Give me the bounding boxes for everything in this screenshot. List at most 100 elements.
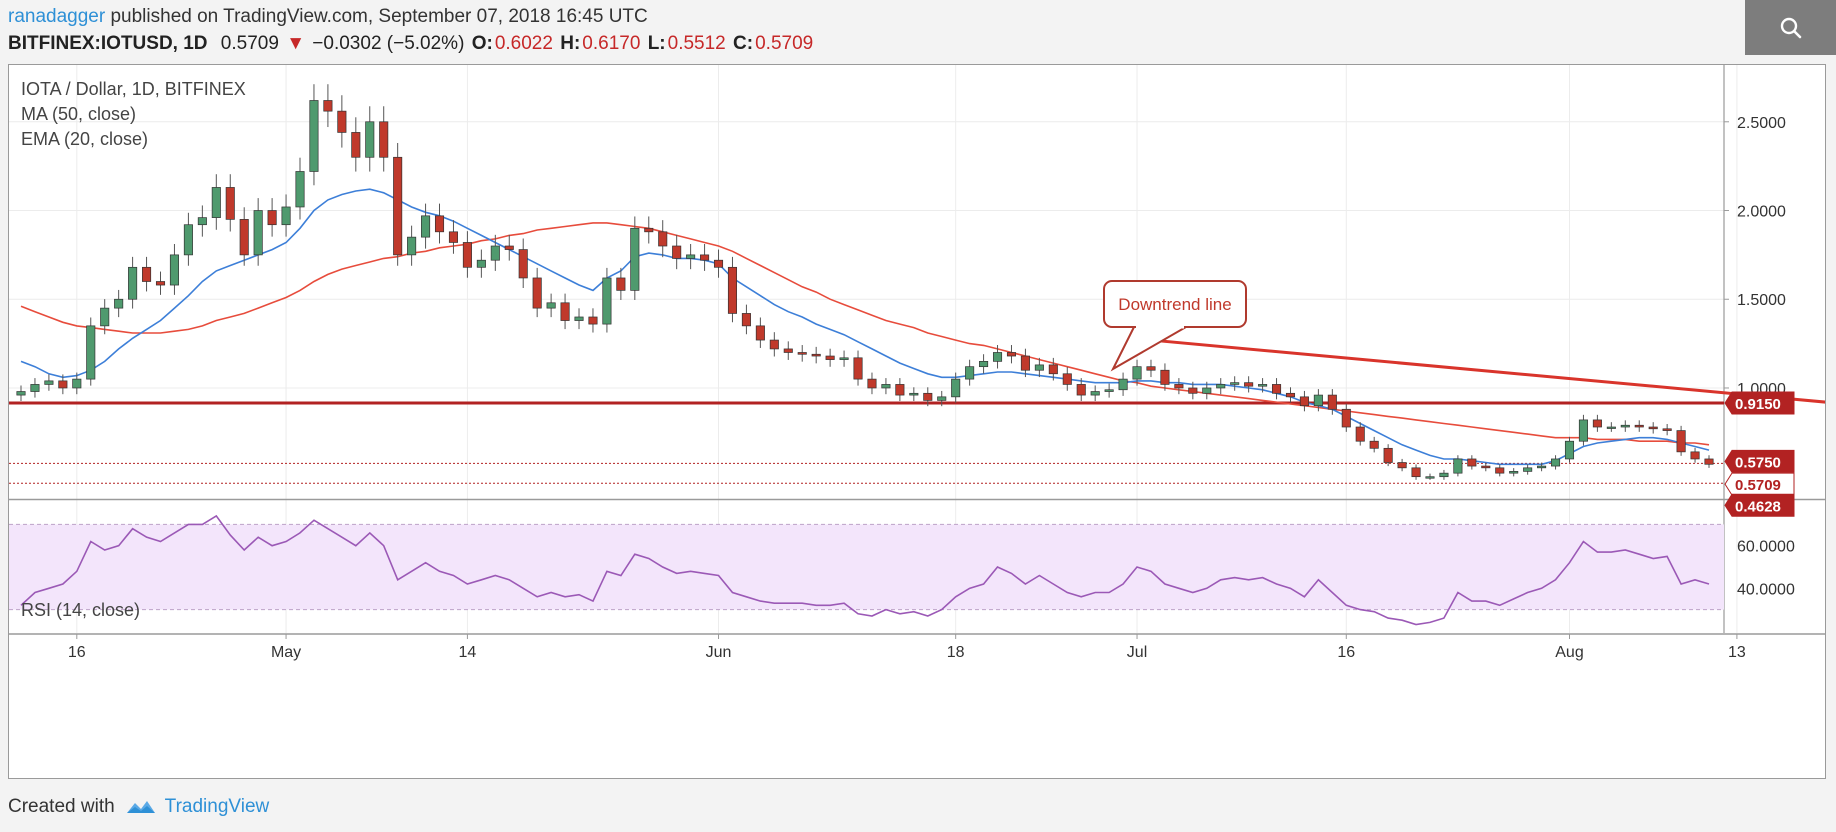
candle (337, 95, 347, 148)
candle (1495, 464, 1505, 477)
candle-body (1299, 396, 1309, 407)
candle (1662, 424, 1672, 436)
price-change: −0.0302 (−5.02%) (312, 33, 465, 54)
candle-body (1048, 364, 1058, 375)
candle-body (281, 206, 291, 226)
candle (965, 359, 975, 386)
candle-body (309, 100, 319, 172)
candle-body (797, 352, 807, 355)
publish-info: ranadagger published on TradingView.com,… (8, 4, 1708, 30)
footer: Created with TradingView (8, 792, 269, 822)
candle-body (1592, 419, 1602, 428)
candle-body (1453, 458, 1463, 474)
candle (1048, 357, 1058, 381)
callout-pointer (1110, 326, 1190, 372)
symbol-name: BITFINEX:IOTUSD, 1D (8, 33, 208, 54)
candle (1313, 389, 1323, 412)
candle (1020, 348, 1030, 378)
candle (1076, 378, 1086, 402)
candle (1411, 464, 1421, 480)
candle-body (909, 392, 919, 396)
candle (30, 378, 40, 398)
ema20-line (20, 188, 1710, 466)
candle-body (644, 227, 654, 233)
price-label: 0.5750 (1724, 449, 1795, 473)
candle-body (560, 302, 570, 321)
search-button[interactable] (1745, 0, 1836, 55)
candle-body (169, 254, 179, 286)
price-chart[interactable]: Downtrend line2.50002.00001.50001.000060… (9, 65, 1825, 778)
candle (1564, 436, 1575, 463)
candle (281, 194, 291, 237)
candle-body (1537, 465, 1547, 469)
candle (1537, 462, 1547, 472)
candle-body (1369, 440, 1379, 449)
candle-body (1076, 384, 1086, 396)
candle (658, 220, 668, 258)
candle-body (379, 121, 389, 158)
candle-body (811, 353, 821, 357)
time-tick-label: Aug (1555, 644, 1583, 661)
candle-body (1411, 467, 1421, 478)
candle-body (867, 378, 877, 389)
rsi-tick-label: 60.0000 (1737, 539, 1795, 556)
chart-panel[interactable]: Downtrend line 2.5000 2.0000 1.5000 1.0000 60… (8, 64, 1826, 779)
price-label-text: 0.4628 (1735, 498, 1781, 515)
candle (1523, 464, 1533, 475)
candle-body (532, 277, 542, 309)
candle-body (128, 266, 138, 300)
candle-body (1341, 408, 1351, 428)
candle-body (741, 313, 751, 327)
candle-body (1202, 387, 1212, 394)
candle (462, 231, 472, 278)
price-label-text: 0.9150 (1735, 396, 1781, 413)
candle-body (630, 227, 640, 291)
candle (295, 157, 305, 220)
candle-body (197, 217, 207, 226)
time-tick-label: Jun (706, 644, 732, 661)
candle-body (881, 384, 891, 389)
candle-body (1285, 392, 1296, 398)
candle-body (1439, 472, 1449, 478)
candle (211, 174, 221, 230)
candle-body (839, 357, 849, 360)
candle-body (686, 254, 696, 259)
rsi-tick-label: 40.0000 (1737, 581, 1795, 598)
candle (1355, 422, 1365, 446)
candle (267, 198, 277, 237)
time-tick-label: 18 (947, 644, 965, 661)
candle (1188, 381, 1198, 400)
candle (769, 332, 779, 357)
open-value: 0.6022 (494, 33, 553, 54)
candle-body (267, 210, 277, 226)
candle-body (72, 378, 82, 389)
candle-body (476, 259, 486, 268)
candle-body (672, 245, 682, 259)
candle (504, 234, 514, 261)
candle (86, 317, 96, 386)
candle-body (1230, 382, 1240, 385)
candle-body (602, 277, 612, 325)
candle (1285, 387, 1296, 403)
candle-body (211, 187, 221, 218)
candle (58, 374, 68, 395)
candle-body (546, 302, 556, 309)
tradingview-link[interactable]: TradingView (125, 796, 269, 818)
candle (1160, 363, 1170, 391)
legend-ema: EMA (20, close) (21, 129, 149, 149)
chart-legend: IOTA / Dollar, 1D, BITFINEX MA (50, clos… (21, 77, 246, 152)
candle (951, 372, 961, 403)
candle-body (407, 236, 417, 256)
last-price: 0.5709 (220, 33, 279, 54)
close-label: C: (733, 33, 754, 54)
created-with-text: Created with (8, 796, 115, 817)
price-label-box (1724, 391, 1795, 415)
candle-body (448, 231, 458, 243)
candle-body (1634, 424, 1644, 428)
candle (797, 345, 807, 362)
candle (239, 207, 249, 266)
candle-body (1606, 426, 1616, 429)
author-link[interactable]: ranadagger (8, 6, 106, 27)
candle-body (1509, 471, 1519, 474)
time-tick-label: May (271, 644, 301, 661)
